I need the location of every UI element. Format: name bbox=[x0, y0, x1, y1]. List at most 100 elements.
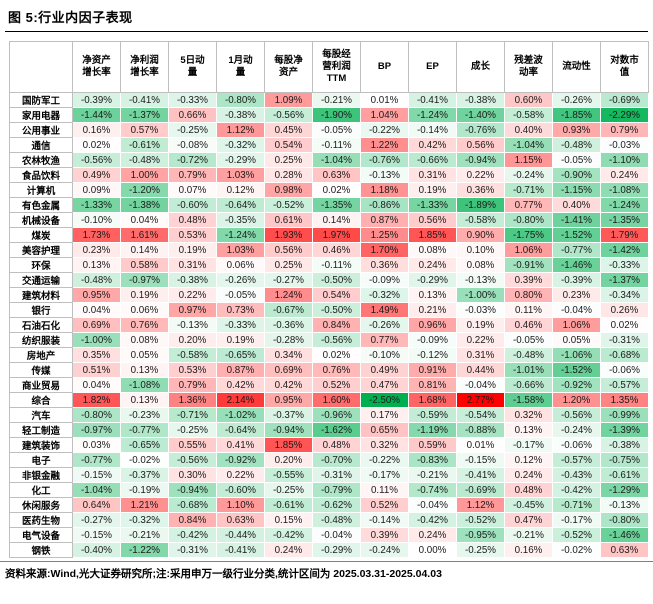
data-cell: 0.32% bbox=[504, 407, 553, 423]
data-cell: -0.13% bbox=[168, 317, 217, 333]
data-cell: 0.23% bbox=[72, 242, 121, 258]
column-header: 净利润 增长率 bbox=[120, 41, 169, 93]
row-label: 食品饮料 bbox=[9, 167, 73, 183]
data-cell: -0.34% bbox=[600, 287, 649, 303]
data-cell: 1.36% bbox=[168, 392, 217, 408]
data-cell: -1.46% bbox=[552, 257, 601, 273]
data-cell: -0.80% bbox=[216, 92, 265, 108]
data-cell: -1.58% bbox=[504, 392, 553, 408]
data-cell: -1.29% bbox=[600, 482, 649, 498]
table-row: 电子 -0.77% -0.02% -0.56% -0.92% 0.20% -0.70% -0.… bbox=[9, 452, 649, 468]
data-cell: -0.29% bbox=[312, 542, 361, 558]
data-cell: 0.55% bbox=[168, 437, 217, 453]
data-cell: -0.25% bbox=[168, 122, 217, 138]
data-cell: -0.97% bbox=[72, 422, 121, 438]
table-row: 钢铁 -0.40% -1.22% -0.31% -0.41% 0.24% -0.29% -0.… bbox=[9, 542, 649, 558]
data-cell: -1.15% bbox=[552, 182, 601, 198]
data-cell: 0.11% bbox=[504, 302, 553, 318]
data-cell: -0.10% bbox=[360, 347, 409, 363]
data-cell: 0.91% bbox=[408, 362, 457, 378]
table-row: 农林牧渔 -0.56% -0.48% -0.72% -0.29% 0.25% -1.04% -… bbox=[9, 152, 649, 168]
data-cell: 0.22% bbox=[216, 467, 265, 483]
data-cell: 1.03% bbox=[216, 167, 265, 183]
table-row: 房地产 0.35% 0.05% -0.58% -0.65% 0.34% 0.02% -0.10… bbox=[9, 347, 649, 363]
data-cell: 1.79% bbox=[600, 227, 649, 243]
data-cell: -0.38% bbox=[168, 272, 217, 288]
data-cell: -0.15% bbox=[456, 452, 505, 468]
data-cell: -0.94% bbox=[264, 422, 313, 438]
table-row: 建筑装饰 0.03% -0.65% 0.55% 0.41% 1.85% 0.48% 0.32%… bbox=[9, 437, 649, 453]
data-cell: 0.00% bbox=[408, 542, 457, 558]
table-row: 交通运输 -0.48% -0.97% -0.38% -0.26% -0.27% -0.50%… bbox=[9, 272, 649, 288]
row-label: 建筑装饰 bbox=[9, 437, 73, 453]
data-cell: -0.17% bbox=[504, 437, 553, 453]
row-label: 计算机 bbox=[9, 182, 73, 198]
row-label: 家用电器 bbox=[9, 107, 73, 123]
data-cell: 0.16% bbox=[72, 122, 121, 138]
table-row: 电气设备 -0.15% -0.21% -0.42% -0.44% -0.42% -0.04%… bbox=[9, 527, 649, 543]
data-cell: 0.98% bbox=[264, 182, 313, 198]
data-cell: 0.17% bbox=[360, 407, 409, 423]
data-cell: -0.71% bbox=[504, 182, 553, 198]
data-cell: -0.25% bbox=[456, 542, 505, 558]
data-cell: -1.22% bbox=[120, 542, 169, 558]
data-cell: 0.56% bbox=[408, 212, 457, 228]
table-row: 轻工制造 -0.97% -0.77% -0.25% -0.64% -0.94% -1.62%… bbox=[9, 422, 649, 438]
data-cell: 0.52% bbox=[312, 377, 361, 393]
data-cell: -0.11% bbox=[312, 137, 361, 153]
data-cell: -1.06% bbox=[552, 347, 601, 363]
data-cell: -0.65% bbox=[120, 437, 169, 453]
data-cell: 1.06% bbox=[552, 317, 601, 333]
data-cell: -0.99% bbox=[600, 407, 649, 423]
data-cell: -1.90% bbox=[312, 107, 361, 123]
data-cell: 0.40% bbox=[552, 197, 601, 213]
row-label: 有色金属 bbox=[9, 197, 73, 213]
data-cell: -0.42% bbox=[408, 512, 457, 528]
data-cell: -0.54% bbox=[456, 407, 505, 423]
data-cell: 0.53% bbox=[168, 362, 217, 378]
data-cell: -0.56% bbox=[72, 152, 121, 168]
data-cell: -0.41% bbox=[120, 92, 169, 108]
data-cell: -0.56% bbox=[312, 332, 361, 348]
data-cell: -0.31% bbox=[312, 467, 361, 483]
data-cell: -0.68% bbox=[168, 497, 217, 513]
data-cell: -0.21% bbox=[504, 527, 553, 543]
data-cell: 0.04% bbox=[72, 377, 121, 393]
data-cell: 0.20% bbox=[168, 332, 217, 348]
row-label: 电气设备 bbox=[9, 527, 73, 543]
data-cell: 0.60% bbox=[504, 92, 553, 108]
data-cell: -0.04% bbox=[312, 527, 361, 543]
data-cell: -1.44% bbox=[72, 107, 121, 123]
industry-factor-heatmap-table: 净资产 增长率 净利润 增长率 5日动 量 1月动 量每股净 资产 每股经 营利润 TT… bbox=[9, 41, 649, 558]
data-cell: -0.56% bbox=[264, 107, 313, 123]
row-label: 石油石化 bbox=[9, 317, 73, 333]
data-cell: -1.24% bbox=[216, 227, 265, 243]
data-cell: 0.58% bbox=[120, 257, 169, 273]
row-label: 房地产 bbox=[9, 347, 73, 363]
data-cell: 0.48% bbox=[312, 437, 361, 453]
data-cell: 0.73% bbox=[216, 302, 265, 318]
data-cell: 0.81% bbox=[408, 377, 457, 393]
data-cell: -0.26% bbox=[360, 317, 409, 333]
data-cell: -0.14% bbox=[360, 512, 409, 528]
data-cell: -0.21% bbox=[312, 92, 361, 108]
data-cell: -0.66% bbox=[408, 152, 457, 168]
data-cell: -0.76% bbox=[360, 152, 409, 168]
data-cell: 0.19% bbox=[168, 242, 217, 258]
row-label: 汽车 bbox=[9, 407, 73, 423]
table-row: 石油石化 0.69% 0.76% -0.13% -0.33% -0.36% 0.84% -0.… bbox=[9, 317, 649, 333]
data-cell: -0.52% bbox=[456, 512, 505, 528]
row-label: 国防军工 bbox=[9, 92, 73, 108]
data-cell: -0.19% bbox=[120, 482, 169, 498]
data-cell: -0.61% bbox=[264, 497, 313, 513]
data-cell: -1.75% bbox=[504, 227, 553, 243]
data-cell: 1.20% bbox=[552, 392, 601, 408]
data-cell: 0.96% bbox=[408, 317, 457, 333]
row-label: 钢铁 bbox=[9, 542, 73, 558]
data-cell: -0.80% bbox=[72, 407, 121, 423]
row-label: 医药生物 bbox=[9, 512, 73, 528]
data-cell: 0.23% bbox=[552, 287, 601, 303]
data-cell: 0.25% bbox=[264, 152, 313, 168]
data-cell: 0.47% bbox=[360, 377, 409, 393]
data-cell: 0.04% bbox=[72, 302, 121, 318]
